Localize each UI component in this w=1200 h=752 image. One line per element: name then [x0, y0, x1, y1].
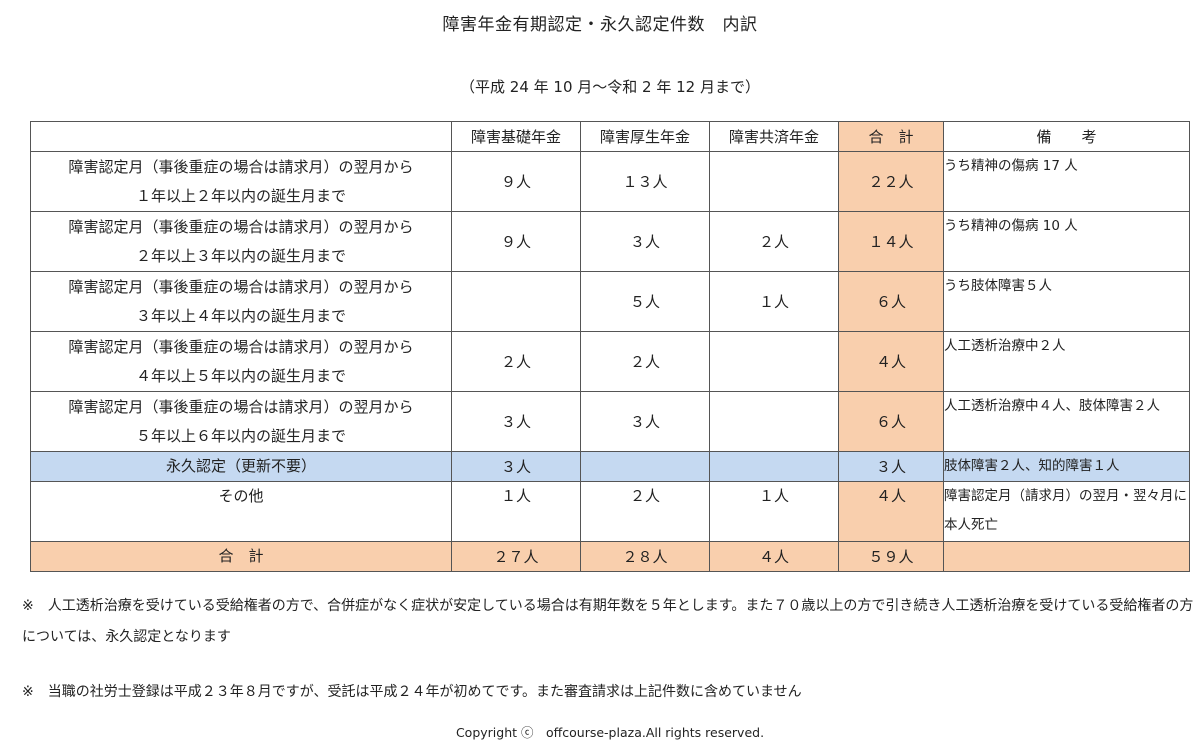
table-header-row: 障害基礎年金 障害厚生年金 障害共済年金 合 計 備 考: [30, 121, 1190, 152]
cell-kosei: [580, 451, 710, 482]
cell-kosei: ３人: [580, 211, 710, 272]
row-label: 障害認定月（事後重症の場合は請求月）の翌月から ２年以上３年以内の誕生月まで: [30, 211, 452, 272]
cell-kyosai: [709, 391, 839, 452]
row-label: その他: [30, 481, 452, 542]
cell-note: [943, 541, 1190, 572]
cell-total: ４人: [838, 331, 944, 392]
permanent-row: 永久認定（更新不要） ３人 ３人 肢体障害２人、知的障害１人: [30, 451, 1190, 482]
cell-total: ４人: [838, 481, 944, 542]
cell-kiso: ３人: [451, 451, 581, 482]
cell-kyosai: [709, 451, 839, 482]
row-label: 障害認定月（事後重症の場合は請求月）の翌月から ３年以上４年以内の誕生月まで: [30, 271, 452, 332]
row-label: 障害認定月（事後重症の場合は請求月）の翌月から ５年以上６年以内の誕生月まで: [30, 391, 452, 452]
cell-kosei: ２人: [580, 481, 710, 542]
footnote-dialysis: ※ 人工透析治療を受けている受給権者の方で、合併症がなく症状が安定している場合は…: [22, 598, 1194, 645]
header-blank: [30, 121, 452, 152]
table-row: 障害認定月（事後重症の場合は請求月）の翌月から ２年以上３年以内の誕生月まで ９人…: [30, 211, 1190, 272]
cell-kiso: ９人: [451, 211, 581, 272]
sum-row: 合 計 ２７人 ２８人 ４人 ５９人: [30, 541, 1190, 572]
cell-kiso: １人: [451, 481, 581, 542]
cell-note: 人工透析治療中４人、肢体障害２人: [943, 391, 1190, 452]
cell-kyosai: １人: [709, 271, 839, 332]
cell-note: うち肢体障害５人: [943, 271, 1190, 332]
cell-kyosai: ４人: [709, 541, 839, 572]
header-kyosai: 障害共済年金: [709, 121, 839, 152]
cell-total: １４人: [838, 211, 944, 272]
cell-total: ２２人: [838, 151, 944, 212]
footnote-registration: ※ 当職の社労士登録は平成２３年８月ですが、受託は平成２４年が初めてです。また審…: [22, 684, 802, 700]
cell-kiso: ２７人: [451, 541, 581, 572]
row-label: 永久認定（更新不要）: [30, 451, 452, 482]
row-label: 障害認定月（事後重症の場合は請求月）の翌月から ４年以上５年以内の誕生月まで: [30, 331, 452, 392]
cell-total: ６人: [838, 271, 944, 332]
cell-kyosai: ２人: [709, 211, 839, 272]
table-row: 障害認定月（事後重症の場合は請求月）の翌月から ４年以上５年以内の誕生月まで ２人…: [30, 331, 1190, 392]
cell-note: 障害認定月（請求月）の翌月・翌々月に本人死亡: [943, 481, 1190, 542]
cell-total: ５９人: [838, 541, 944, 572]
header-kiso: 障害基礎年金: [451, 121, 581, 152]
cell-kosei: １３人: [580, 151, 710, 212]
header-total: 合 計: [838, 121, 944, 152]
copyright: Copyright ⓒ offcourse-plaza.All rights r…: [455, 725, 765, 740]
cell-kiso: ２人: [451, 331, 581, 392]
table-row: 障害認定月（事後重症の場合は請求月）の翌月から ５年以上６年以内の誕生月まで ３人…: [30, 391, 1190, 452]
cell-kosei: ２人: [580, 331, 710, 392]
cell-kiso: [451, 271, 581, 332]
header-note: 備 考: [943, 121, 1190, 152]
cell-note: うち精神の傷病 10 人: [943, 211, 1190, 272]
certification-table: 障害基礎年金 障害厚生年金 障害共済年金 合 計 備 考 障害認定月（事後重症の…: [30, 121, 1190, 572]
row-label: 障害認定月（事後重症の場合は請求月）の翌月から １年以上２年以内の誕生月まで: [30, 151, 452, 212]
cell-kyosai: [709, 331, 839, 392]
cell-kyosai: １人: [709, 481, 839, 542]
cell-kiso: ９人: [451, 151, 581, 212]
cell-note: 肢体障害２人、知的障害１人: [943, 451, 1190, 482]
cell-kyosai: [709, 151, 839, 212]
page-title: 障害年金有期認定・永久認定件数 内訳: [442, 15, 758, 35]
other-row: その他 １人 ２人 １人 ４人 障害認定月（請求月）の翌月・翌々月に本人死亡: [30, 481, 1190, 542]
row-label: 合 計: [30, 541, 452, 572]
period-subtitle: （平成 24 年 10 月～令和 2 年 12 月まで）: [460, 78, 760, 96]
table-row: 障害認定月（事後重症の場合は請求月）の翌月から ３年以上４年以内の誕生月まで ５人…: [30, 271, 1190, 332]
cell-note: 人工透析治療中２人: [943, 331, 1190, 392]
cell-kosei: ３人: [580, 391, 710, 452]
cell-kiso: ３人: [451, 391, 581, 452]
table-row: 障害認定月（事後重症の場合は請求月）の翌月から １年以上２年以内の誕生月まで ９人…: [30, 151, 1190, 212]
cell-kosei: ２８人: [580, 541, 710, 572]
cell-total: ６人: [838, 391, 944, 452]
cell-kosei: ５人: [580, 271, 710, 332]
cell-note: うち精神の傷病 17 人: [943, 151, 1190, 212]
cell-total: ３人: [838, 451, 944, 482]
header-kosei: 障害厚生年金: [580, 121, 710, 152]
